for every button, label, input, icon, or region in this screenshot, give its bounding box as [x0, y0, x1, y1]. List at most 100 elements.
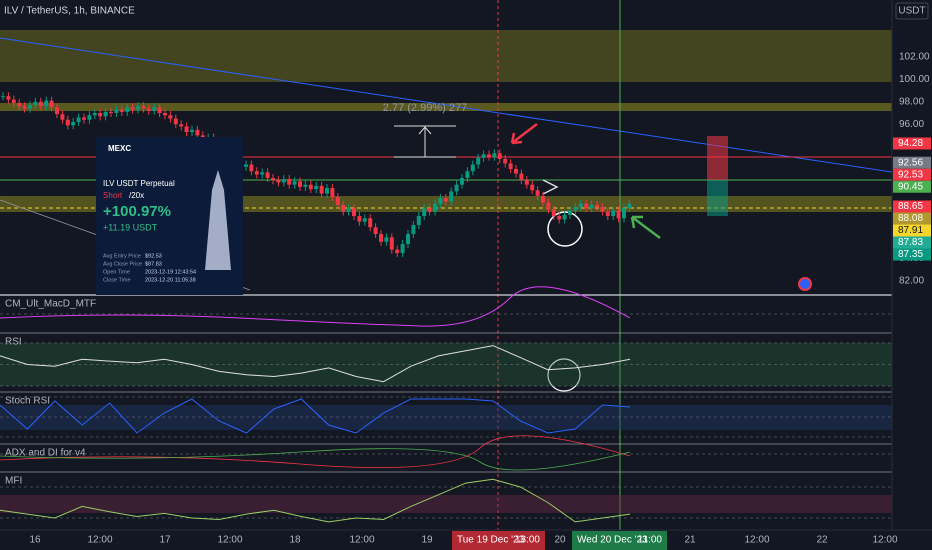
- candle: [622, 208, 626, 219]
- candle: [416, 216, 421, 225]
- time-label: 22: [816, 535, 828, 546]
- candle: [524, 180, 529, 185]
- candle: [443, 198, 448, 202]
- price-marker: [893, 248, 931, 261]
- candle: [141, 106, 146, 109]
- pane-title: ADX and DI for v4: [5, 448, 86, 459]
- currency-box[interactable]: [895, 2, 929, 20]
- band: [0, 405, 892, 430]
- card-row-value: 2023-12-19 12:43:54: [145, 269, 196, 275]
- price-marker: [893, 137, 931, 150]
- candle: [519, 173, 524, 181]
- candle: [433, 203, 437, 212]
- time-cursor-date: Tue 19 Dec '23: [457, 535, 525, 546]
- indicator-line: [0, 398, 631, 434]
- time-label: 12:00: [349, 535, 374, 546]
- trade-card: MEXC ILV USDT Perpetual Short /20x +100.…: [96, 137, 243, 295]
- card-pair: ILV USDT Perpetual: [103, 179, 175, 188]
- candle: [119, 109, 124, 112]
- time-label: 12:00: [872, 535, 897, 546]
- time-cursor-date: Wed 20 Dec '23: [577, 535, 648, 546]
- circle: [547, 358, 581, 392]
- macd-line: [0, 286, 631, 327]
- time-cursor: [572, 531, 667, 550]
- candle: [562, 214, 567, 220]
- candle: [497, 153, 502, 159]
- candle: [1, 96, 5, 98]
- candle: [303, 184, 308, 187]
- price-marker: [893, 236, 931, 249]
- candle: [87, 115, 92, 120]
- candle: [460, 177, 464, 185]
- candle: [352, 208, 356, 217]
- time-label: 18: [289, 535, 301, 546]
- candle: [568, 210, 572, 215]
- candle: [82, 117, 86, 120]
- price-marker-label: 87.83: [898, 237, 923, 248]
- price-tick-label: 100.00: [899, 74, 930, 85]
- card-row-value: $87.83: [145, 261, 162, 267]
- card-pnl: +11.19 USDT: [103, 222, 158, 232]
- price-marker-label: 92.56: [898, 157, 923, 168]
- candle: [438, 198, 443, 204]
- candle: [76, 117, 81, 122]
- candle: [411, 225, 416, 234]
- candle: [379, 233, 383, 242]
- candle: [503, 158, 508, 164]
- candle: [125, 107, 130, 112]
- price-marker: [893, 180, 931, 193]
- panes: CM_Ult_MacD_MTF0.00RSI75.0050.0025.00Sto…: [0, 286, 932, 524]
- time-label: 21: [684, 535, 696, 546]
- currency[interactable]: USDT: [898, 6, 925, 17]
- price-marker: [893, 200, 931, 213]
- candle: [357, 216, 362, 222]
- candle: [449, 191, 454, 202]
- candle: [400, 244, 405, 253]
- candle: [627, 203, 632, 209]
- time-label: 17: [159, 535, 171, 546]
- candle: [152, 107, 157, 111]
- candle: [319, 185, 324, 194]
- arrow: [630, 215, 661, 239]
- candle: [244, 164, 248, 167]
- candle: [476, 157, 481, 165]
- candle: [49, 100, 54, 108]
- card-side: Short: [103, 191, 123, 200]
- candle: [541, 195, 545, 203]
- target-zone: [707, 180, 728, 216]
- card-row-label: Open Time: [103, 269, 130, 275]
- candle: [92, 113, 97, 116]
- candle: [190, 129, 194, 133]
- candle: [11, 99, 16, 103]
- time-cursor: [452, 531, 545, 550]
- card-brand: MEXC: [108, 144, 131, 153]
- candle: [465, 171, 470, 178]
- candle: [157, 107, 162, 113]
- price-tick-label: 102.00: [899, 52, 930, 63]
- candle: [362, 218, 367, 222]
- candle: [38, 101, 43, 107]
- time-label: 20: [554, 535, 566, 546]
- candle: [281, 179, 286, 183]
- price-marker-label: 87.35: [898, 249, 923, 260]
- candle: [325, 188, 329, 194]
- candle: [249, 164, 254, 172]
- candle: [254, 171, 259, 175]
- arrow: [542, 179, 559, 195]
- candle: [514, 169, 518, 174]
- candle: [260, 172, 265, 175]
- card-pnl-pct: +100.97%: [103, 203, 171, 220]
- candle: [103, 111, 108, 117]
- candle: [65, 119, 70, 126]
- card-row-label: Avg Close Price: [103, 261, 142, 267]
- candle: [535, 190, 540, 196]
- candle: [265, 172, 270, 178]
- time-label: 16: [29, 535, 41, 546]
- time-cursor-time: 13:00: [515, 535, 540, 546]
- candle: [611, 210, 616, 217]
- candle: [589, 204, 594, 209]
- candle: [530, 184, 535, 191]
- candle: [287, 179, 292, 185]
- time-cursor-time: 11:00: [638, 535, 663, 546]
